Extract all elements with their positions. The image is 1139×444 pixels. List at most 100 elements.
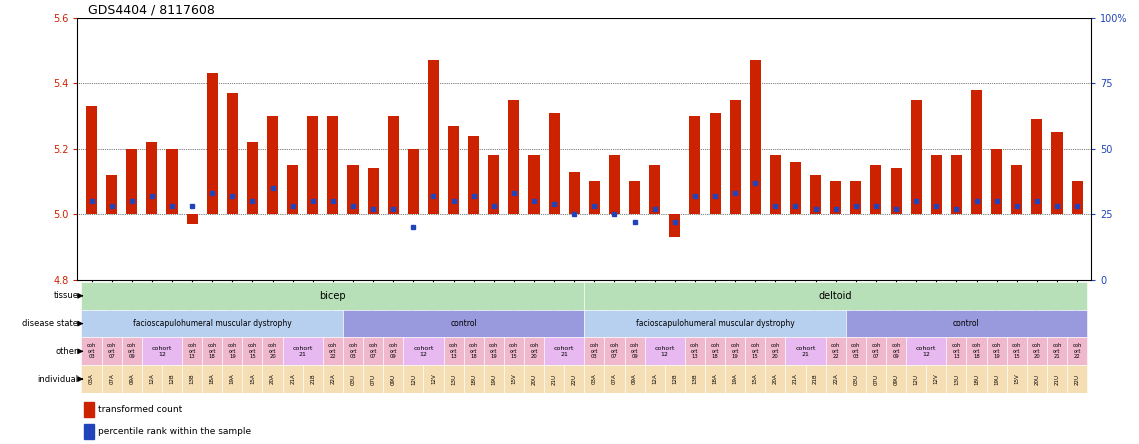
Text: coh
ort
13: coh ort 13 bbox=[952, 343, 961, 359]
Bar bbox=[106, 175, 117, 214]
Text: 22A: 22A bbox=[834, 374, 838, 385]
Text: 19U: 19U bbox=[994, 373, 999, 385]
Bar bbox=[1007, 337, 1026, 365]
Text: coh
ort
22: coh ort 22 bbox=[1073, 343, 1082, 359]
Bar bbox=[448, 126, 459, 214]
Text: 09U: 09U bbox=[391, 373, 395, 385]
Text: 07A: 07A bbox=[612, 374, 617, 385]
Bar bbox=[468, 136, 480, 214]
Bar bbox=[464, 365, 484, 393]
Bar bbox=[1026, 365, 1047, 393]
Bar bbox=[726, 337, 745, 365]
Bar bbox=[805, 365, 826, 393]
Text: 20U: 20U bbox=[1034, 373, 1040, 385]
Bar bbox=[584, 337, 605, 365]
Bar bbox=[443, 337, 464, 365]
Text: coh
ort
19: coh ort 19 bbox=[228, 343, 237, 359]
Text: coh
ort
15: coh ort 15 bbox=[1013, 343, 1022, 359]
Bar bbox=[262, 365, 282, 393]
Bar bbox=[584, 282, 1087, 310]
Bar bbox=[403, 337, 443, 365]
Bar bbox=[243, 337, 262, 365]
Text: coh
ort
07: coh ort 07 bbox=[107, 343, 116, 359]
Bar bbox=[82, 365, 101, 393]
Text: cohort
21: cohort 21 bbox=[554, 346, 574, 357]
Text: 15A: 15A bbox=[249, 374, 255, 385]
Bar bbox=[503, 365, 524, 393]
Bar bbox=[403, 365, 424, 393]
Bar bbox=[428, 60, 439, 214]
Bar bbox=[87, 106, 97, 214]
Bar bbox=[327, 116, 338, 214]
Bar bbox=[187, 214, 198, 224]
Bar bbox=[649, 165, 661, 214]
Text: 19A: 19A bbox=[230, 374, 235, 385]
Text: coh
ort
03: coh ort 03 bbox=[87, 343, 96, 359]
Bar bbox=[343, 337, 363, 365]
Text: 15V: 15V bbox=[1014, 374, 1019, 385]
Bar bbox=[689, 116, 700, 214]
Bar bbox=[886, 337, 907, 365]
Bar bbox=[629, 182, 640, 214]
Bar bbox=[846, 365, 866, 393]
Bar bbox=[665, 365, 685, 393]
Text: 12V: 12V bbox=[934, 374, 939, 385]
Text: 12V: 12V bbox=[431, 374, 436, 385]
Bar bbox=[142, 337, 182, 365]
Bar bbox=[267, 116, 278, 214]
Text: 21A: 21A bbox=[793, 374, 798, 385]
Bar bbox=[624, 337, 645, 365]
Bar bbox=[826, 365, 846, 393]
Bar bbox=[322, 365, 343, 393]
Text: coh
ort
19: coh ort 19 bbox=[992, 343, 1001, 359]
Text: cohort
12: cohort 12 bbox=[916, 346, 936, 357]
Text: bicep: bicep bbox=[320, 291, 346, 301]
Text: cohort
12: cohort 12 bbox=[151, 346, 172, 357]
Text: 20A: 20A bbox=[270, 374, 274, 385]
Bar bbox=[282, 365, 303, 393]
Text: 18A: 18A bbox=[713, 374, 718, 385]
Text: 13U: 13U bbox=[451, 373, 456, 385]
Text: 21B: 21B bbox=[813, 374, 818, 385]
Text: 12A: 12A bbox=[149, 374, 155, 385]
Bar bbox=[786, 337, 826, 365]
Bar bbox=[287, 165, 298, 214]
Bar bbox=[866, 365, 886, 393]
Bar bbox=[544, 337, 584, 365]
Bar bbox=[870, 165, 882, 214]
Text: coh
ort
15: coh ort 15 bbox=[248, 343, 257, 359]
Bar bbox=[343, 310, 584, 337]
Text: 12U: 12U bbox=[913, 373, 919, 385]
Text: 21A: 21A bbox=[290, 374, 295, 385]
Bar bbox=[584, 365, 605, 393]
Text: control: control bbox=[953, 319, 980, 328]
Text: 20A: 20A bbox=[773, 374, 778, 385]
Text: 12U: 12U bbox=[411, 373, 416, 385]
Text: 09A: 09A bbox=[129, 374, 134, 385]
Text: coh
ort
13: coh ort 13 bbox=[690, 343, 699, 359]
Bar bbox=[343, 365, 363, 393]
Bar bbox=[508, 99, 519, 214]
Bar bbox=[568, 172, 580, 214]
Bar bbox=[645, 365, 665, 393]
Text: coh
ort
03: coh ort 03 bbox=[349, 343, 358, 359]
Bar bbox=[926, 365, 947, 393]
Bar bbox=[363, 365, 383, 393]
Text: 12A: 12A bbox=[653, 374, 657, 385]
Bar bbox=[347, 165, 359, 214]
Bar bbox=[790, 162, 801, 214]
Bar bbox=[408, 149, 419, 214]
Text: coh
ort
07: coh ort 07 bbox=[871, 343, 880, 359]
Bar bbox=[503, 337, 524, 365]
Bar bbox=[528, 155, 540, 214]
Text: 21U: 21U bbox=[551, 373, 557, 385]
Text: 21U: 21U bbox=[1055, 373, 1059, 385]
Bar bbox=[484, 337, 503, 365]
Text: cohort
21: cohort 21 bbox=[795, 346, 816, 357]
Text: 03U: 03U bbox=[853, 373, 859, 385]
Bar bbox=[202, 365, 222, 393]
Text: coh
ort
21: coh ort 21 bbox=[1052, 343, 1062, 359]
Text: 15A: 15A bbox=[753, 374, 757, 385]
Bar bbox=[464, 337, 484, 365]
Bar bbox=[830, 182, 842, 214]
